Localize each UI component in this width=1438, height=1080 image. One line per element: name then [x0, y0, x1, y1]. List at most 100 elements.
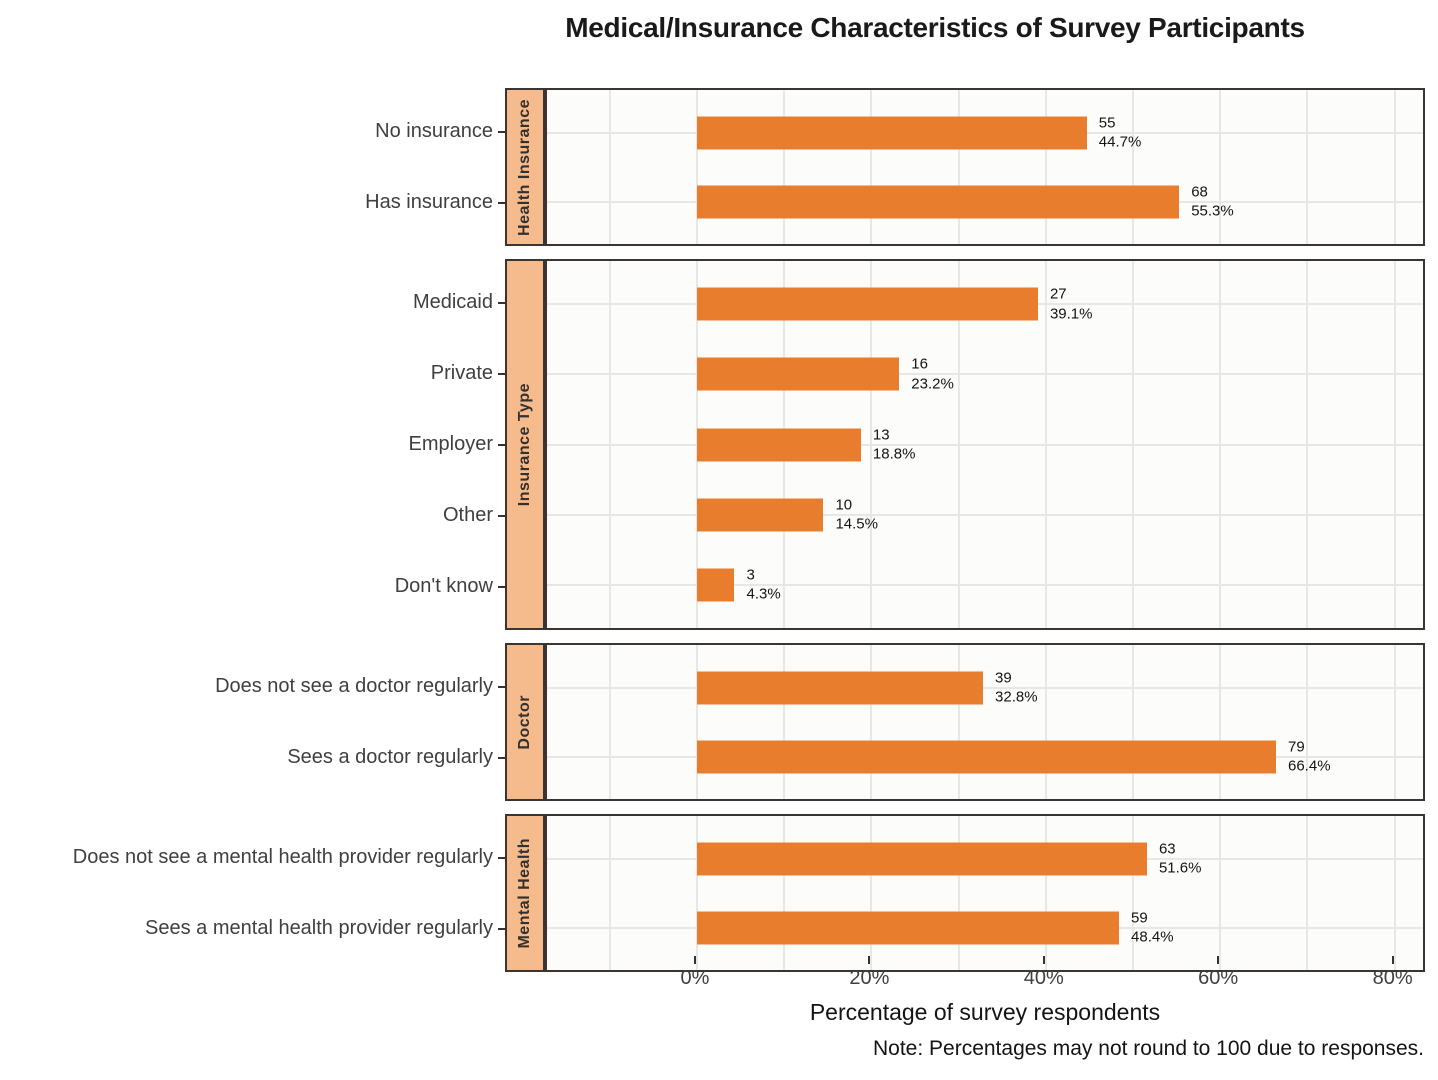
bar-row: 13 18.8%: [547, 409, 1423, 479]
x-axis-title: Percentage of survey respondents: [809, 999, 1161, 1025]
bar-count: 39: [995, 669, 1012, 686]
horizontal-gridline: [547, 443, 1423, 446]
vertical-gridline: [696, 816, 698, 970]
facet-2: Does not see a doctor regularly Sees a do…: [0, 643, 1425, 801]
bar-count: 63: [1158, 840, 1176, 857]
horizontal-gridline: [547, 373, 1423, 376]
bar-count: 68: [1191, 183, 1208, 200]
vertical-gridline: [1306, 816, 1309, 970]
bar-value-label: 59 48.4%: [1131, 908, 1174, 947]
y-tick-mark: [498, 301, 505, 304]
bar-row: 63 51.6%: [547, 824, 1423, 893]
bar-value-label: 27 39.1%: [1050, 285, 1093, 324]
bar: [697, 498, 824, 532]
bar-row: 16 23.2%: [547, 339, 1423, 409]
bar: [697, 287, 1038, 321]
vertical-gridline: [870, 645, 873, 799]
bar-count: 79: [1288, 738, 1305, 755]
y-category-label: Does not see a doctor regularly: [215, 675, 493, 697]
y-category-label: Other: [442, 504, 493, 526]
bar-percent: 55.3%: [1191, 202, 1234, 220]
bar-percent: 39.1%: [1049, 305, 1093, 323]
bar-value-label: 79 66.4%: [1288, 737, 1331, 776]
facet-stack: No insurance Has insurance Health Insuranc…: [0, 88, 1425, 985]
vertical-gridline: [957, 816, 960, 970]
vertical-gridline: [1132, 816, 1134, 970]
vertical-gridline: [1306, 90, 1309, 244]
x-tick-label: 40%: [1023, 967, 1064, 989]
vertical-gridline: [1393, 90, 1396, 244]
horizontal-gridline: [547, 513, 1423, 516]
y-label-row: Does not see a mental health provider re…: [0, 822, 505, 893]
vertical-gridline: [783, 645, 786, 799]
y-label-row: Medicaid: [0, 267, 505, 338]
vertical-gridline: [870, 816, 873, 970]
y-label-row: Employer: [0, 409, 505, 480]
horizontal-gridline: [547, 686, 1423, 689]
y-label-row: Sees a doctor regularly: [0, 722, 505, 793]
vertical-gridline: [1393, 816, 1396, 970]
facet-panel: 39 32.8% 79 66.4%: [545, 643, 1425, 801]
vertical-gridline: [783, 90, 786, 244]
y-label-row: No insurance: [0, 96, 505, 167]
vertical-gridline: [608, 645, 611, 799]
vertical-gridline: [1132, 90, 1134, 244]
y-axis-labels: Medicaid Private Employer Other Don't know: [0, 259, 505, 630]
x-axis: 0% 20% 40% 60% 80%: [545, 956, 1425, 1000]
bar-row: 3 4.3%: [547, 550, 1423, 620]
y-tick-mark: [498, 685, 505, 688]
vertical-gridline: [1044, 645, 1047, 799]
vertical-gridline: [1306, 645, 1309, 799]
chart-title: Medical/Insurance Characteristics of Sur…: [565, 12, 1305, 43]
facet-strip-label: Health Insurance: [516, 98, 533, 236]
y-axis-labels: No insurance Has insurance: [0, 88, 505, 246]
y-tick-mark: [498, 927, 505, 930]
bar-percent: 51.6%: [1158, 859, 1202, 877]
y-category-label: Don't know: [394, 575, 493, 597]
vertical-gridline: [696, 645, 698, 799]
bar-row: 27 39.1%: [547, 269, 1423, 339]
bar-row: 79 66.4%: [547, 722, 1423, 791]
vertical-gridline: [957, 90, 960, 244]
x-tick-mark: [1391, 956, 1394, 964]
bar-row: 39 32.8%: [547, 653, 1423, 722]
y-label-row: Has insurance: [0, 167, 505, 238]
facet-panel: 27 39.1% 16 23.2% 13 18.8% 10 14.5% 3 4.3%: [545, 259, 1425, 630]
bar-percent: 66.4%: [1288, 757, 1331, 775]
facet-panel: 55 44.7% 68 55.3%: [545, 88, 1425, 246]
bar: [697, 740, 1276, 773]
bar-percent: 4.3%: [746, 585, 781, 603]
bar-value-label: 68 55.3%: [1191, 182, 1234, 221]
y-tick-mark: [498, 585, 505, 588]
y-label-row: Does not see a doctor regularly: [0, 651, 505, 722]
y-category-label: Private: [430, 362, 493, 384]
horizontal-gridline: [547, 583, 1423, 586]
vertical-gridline: [608, 90, 611, 244]
bar-value-label: 13 18.8%: [873, 425, 916, 464]
y-category-label: Sees a mental health provider regularly: [145, 917, 493, 939]
y-category-label: Medicaid: [412, 291, 493, 313]
bar-value-label: 63 51.6%: [1159, 839, 1202, 878]
facet-panel: 63 51.6% 59 48.4%: [545, 814, 1425, 972]
bar-row: 68 55.3%: [547, 167, 1423, 236]
bar-value-label: 16 23.2%: [911, 355, 954, 394]
y-category-label: Sees a doctor regularly: [287, 746, 493, 768]
y-label-row: Sees a mental health provider regularly: [0, 893, 505, 964]
y-category-label: Has insurance: [365, 191, 493, 213]
vertical-gridline: [1044, 816, 1047, 970]
x-tick-mark: [694, 956, 696, 964]
y-axis-labels: Does not see a doctor regularly Sees a do…: [0, 643, 505, 801]
facet-3: Does not see a mental health provider re…: [0, 814, 1425, 972]
y-tick-mark: [498, 130, 505, 133]
facet-strip-label: Doctor: [516, 694, 533, 750]
bar-percent: 23.2%: [911, 375, 954, 393]
x-tick-label: 20%: [849, 967, 890, 989]
bar: [697, 357, 900, 391]
bar-count: 16: [911, 355, 928, 373]
bar-value-label: 39 32.8%: [995, 668, 1038, 707]
vertical-gridline: [1132, 645, 1134, 799]
facet-strip: Health Insurance: [505, 88, 545, 246]
facet-strip-label: Insurance Type: [516, 382, 533, 507]
y-label-row: Private: [0, 338, 505, 409]
x-tick-label: 80%: [1372, 967, 1413, 989]
